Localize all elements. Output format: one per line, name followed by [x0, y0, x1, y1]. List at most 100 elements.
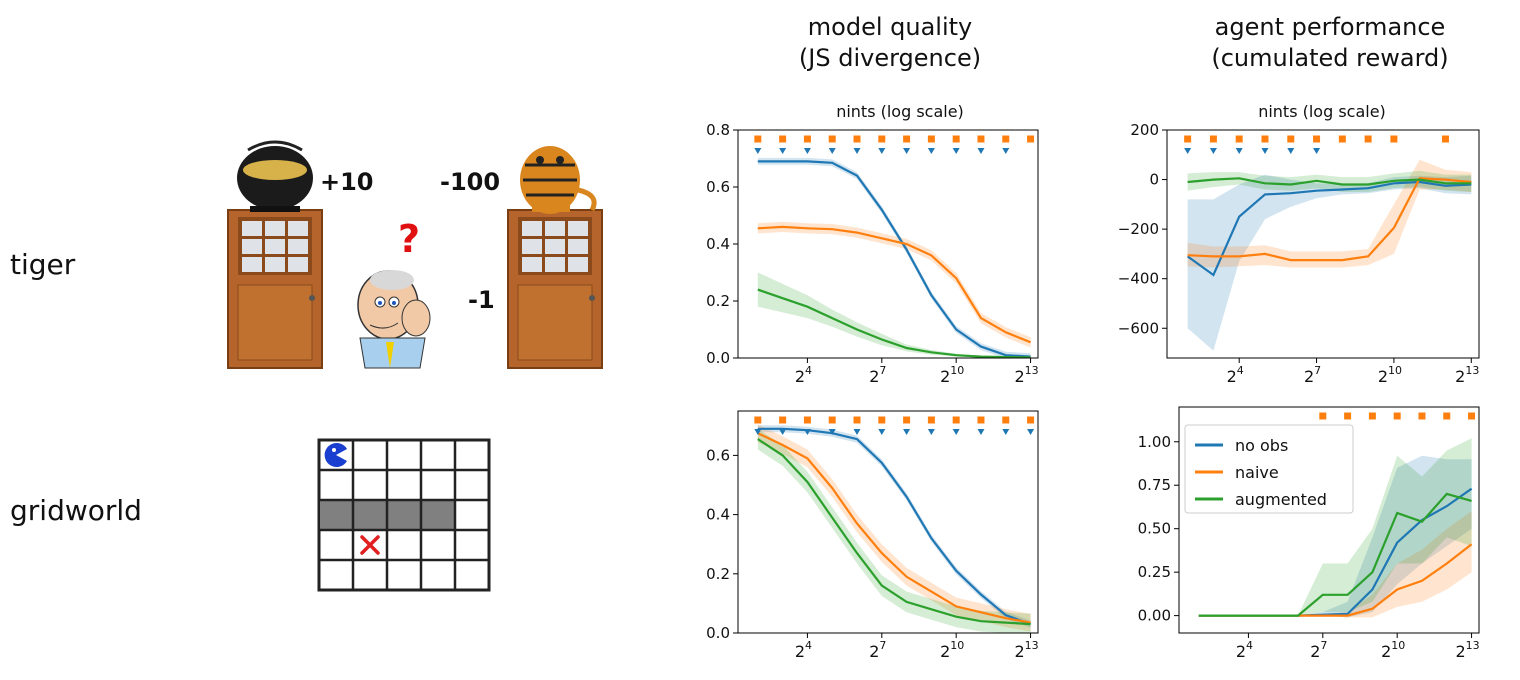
marker-square: [828, 416, 836, 424]
marker-square: [1344, 412, 1352, 420]
marker-square: [754, 135, 762, 143]
y-tick-label: 0.00: [1138, 607, 1171, 625]
x-tick-exponent: 4: [805, 364, 812, 377]
marker-square: [1261, 135, 1269, 143]
agent-icon: [324, 443, 347, 467]
x-tick-exponent: 13: [1025, 364, 1039, 377]
x-tick-exponent: 7: [1314, 364, 1321, 377]
marker-group: [754, 416, 1035, 435]
plot-area: [757, 424, 1031, 633]
x-tick-exponent: 7: [879, 364, 886, 377]
marker-triangle: [1209, 148, 1217, 154]
x-tick-label: 24: [795, 639, 812, 661]
x-tick-exponent: 13: [1466, 639, 1480, 652]
x-tick-label: 213: [1455, 639, 1479, 661]
right-door: [507, 209, 603, 369]
x-tick-label: 213: [1014, 364, 1038, 386]
reward-listen: -1: [468, 286, 495, 314]
x-tick-label: 213: [1455, 364, 1479, 386]
series-line-no-obs: [757, 160, 1031, 358]
chart-tiger-js-divergence: 0.0 0.2 0.4 0.6 0.8 24 27 210 213: [706, 121, 1039, 386]
marker-square: [977, 135, 985, 143]
marker-square: [903, 135, 911, 143]
marker-triangle: [853, 429, 861, 435]
marker-triangle: [803, 429, 811, 435]
legend-label-augmented: augmented: [1235, 490, 1327, 509]
marker-square: [1287, 135, 1295, 143]
band-augmented: [757, 272, 1031, 358]
legend-label-naive: naive: [1235, 463, 1279, 482]
x-tick-label: 210: [1378, 364, 1402, 386]
marker-square: [1027, 135, 1035, 143]
person-icon: [357, 270, 431, 369]
marker-square: [853, 416, 861, 424]
x-tick-exponent: 10: [1388, 364, 1402, 377]
marker-square: [927, 135, 935, 143]
reward-gold: +10: [320, 168, 374, 196]
x-tick-label: 210: [940, 639, 964, 661]
marker-square: [927, 416, 935, 424]
reward-tiger: -100: [440, 168, 500, 196]
x-tick-label: 27: [869, 364, 886, 386]
marker-triangle: [779, 429, 787, 435]
legend: no obs naive augmented: [1184, 424, 1354, 514]
chart-gridworld-js-divergence: 0.0 0.2 0.4 0.6 24 27 210 213: [706, 410, 1039, 661]
marker-square: [1443, 412, 1451, 420]
marker-triangle: [1002, 429, 1010, 435]
marker-triangle: [903, 148, 911, 154]
series-line-augmented: [757, 438, 1031, 626]
marker-square: [779, 135, 787, 143]
y-tick-label: 0.4: [706, 235, 730, 253]
y-tick-label: 0.4: [706, 506, 730, 524]
x-tick-exponent: 7: [1320, 639, 1327, 652]
x-tick-exponent: 10: [950, 364, 964, 377]
marker-triangle: [952, 148, 960, 154]
marker-triangle: [1027, 429, 1035, 435]
marker-square: [803, 135, 811, 143]
gridworld-lines: [319, 440, 489, 590]
marker-square: [853, 135, 861, 143]
plot-area: [1198, 438, 1473, 618]
band-naive: [757, 221, 1031, 348]
x-tick-exponent: 4: [1246, 639, 1253, 652]
series-line-naive: [757, 432, 1031, 624]
x-tick-label: 27: [869, 639, 886, 661]
series-line-no-obs: [1186, 180, 1472, 277]
marker-square: [754, 416, 762, 424]
column-title-line1: model quality: [807, 13, 973, 41]
marker-square: [803, 416, 811, 424]
gridworld-illustration: [317, 438, 491, 592]
y-tick-label: −200: [1118, 220, 1159, 238]
marker-triangle: [903, 429, 911, 435]
marker-square: [1368, 412, 1376, 420]
plot-frame: [1166, 129, 1480, 359]
marker-square: [1338, 135, 1346, 143]
x-tick-label: 213: [1014, 639, 1038, 661]
marker-square: [1027, 416, 1035, 424]
x-tick-label: 210: [940, 364, 964, 386]
plot-frame: [1178, 406, 1480, 634]
marker-triangle: [828, 429, 836, 435]
plot-area: [757, 157, 1032, 358]
x-tick-exponent: 10: [950, 639, 964, 652]
marker-triangle: [803, 148, 811, 154]
band-naive: [1198, 511, 1472, 618]
column-title-line1: agent performance: [1214, 13, 1446, 41]
marker-square: [1209, 135, 1217, 143]
band-no-obs: [1198, 455, 1472, 618]
column-title-agent-performance: agent performance (cumulated reward): [1170, 12, 1490, 74]
marker-triangle: [1184, 148, 1192, 154]
marker-square: [1313, 135, 1321, 143]
marker-triangle: [927, 148, 935, 154]
x-tick-exponent: 4: [805, 639, 812, 652]
marker-triangle: [754, 148, 762, 154]
left-door: [227, 209, 323, 369]
marker-triangle: [878, 429, 886, 435]
y-tick-label: 1.00: [1138, 433, 1171, 451]
tiger-illustration: +10 -100 ? -1: [227, 140, 603, 369]
marker-triangle: [853, 148, 861, 154]
marker-square: [1002, 135, 1010, 143]
marker-square: [1235, 135, 1243, 143]
marker-square: [1441, 135, 1449, 143]
series-line-naive: [1187, 177, 1472, 262]
